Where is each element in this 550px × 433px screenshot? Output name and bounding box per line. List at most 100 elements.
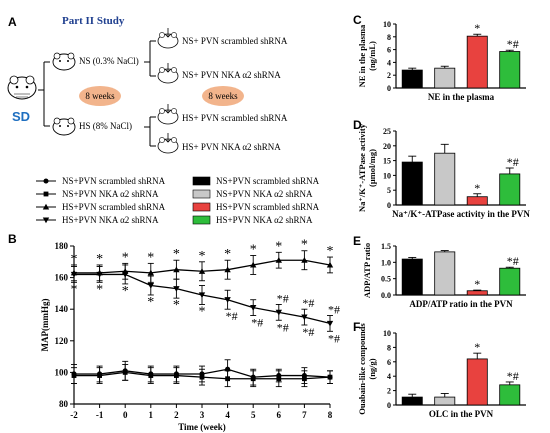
bar (401, 161, 423, 206)
sub-group-label: NS+ PVN NKA α2 shRNA (182, 70, 281, 80)
x-tick-label: -2 (70, 410, 78, 420)
legend-bar-item: HS+PVN scrambled shRNA (192, 202, 320, 212)
panel-d: D 0 5 10 15 20 25 * *# Na⁺/K⁺-ATPase activity in… (353, 118, 530, 219)
panel-c-label: C (353, 13, 362, 27)
ns-split-bracket (144, 40, 156, 77)
data-point (326, 261, 334, 268)
panel-d-label: D (353, 118, 362, 132)
bar (401, 258, 423, 296)
data-point (250, 305, 257, 311)
x-tick-label: 6 (277, 410, 282, 420)
x-tick-label: 3 (200, 410, 205, 420)
data-point (301, 257, 308, 263)
panel-f: F 0 2 4 6 8 10 * *# OLC in the PVN Ouabain-like c… (353, 320, 526, 419)
bar-group: *# (499, 37, 521, 89)
map-line-chart: 80 100 120 140 160 180 -2 -1 0 1 2 3 4 5 6 7 8 Time (week… (40, 238, 340, 432)
data-point (275, 257, 282, 263)
hs-rat-icon (52, 117, 76, 136)
panel-a-label: A (8, 15, 17, 29)
bar (466, 358, 488, 406)
bar-group: *# (499, 254, 521, 296)
significance-star: * (224, 247, 231, 262)
legend-label: NS+PVN NKA α2 shRNA (216, 189, 313, 199)
panel-b: B 80 100 120 140 160 180 -2 -1 0 1 2 3 4 5 6 7 8 Time (we… (8, 232, 340, 432)
bar-legend: NS+PVN scrambled shRNA NS+PVN NKA α2 shRN… (192, 176, 320, 225)
data-point (122, 370, 128, 375)
chart-title: OLC in the PVN (429, 409, 494, 419)
bar (466, 35, 488, 89)
legend-line-item: NS+PVN NKA α2 shRNA (36, 189, 159, 199)
y-tick-label: 4 (387, 372, 391, 381)
bar (499, 173, 521, 206)
significance-star: * (147, 250, 154, 265)
y-tick-label: 120 (55, 336, 69, 346)
y-tick-label: 80 (59, 399, 69, 409)
y-axis-title: Ouabain-like compounds (357, 323, 367, 415)
data-point (302, 376, 307, 382)
bar (434, 251, 456, 296)
panel-c: C 0 2 4 6 8 10 * *# NE in the plasma NE in the pl… (353, 13, 526, 102)
triangle-down-marker-icon (42, 217, 50, 224)
weeks-label-2: 8 weeks (208, 91, 238, 101)
data-point (198, 292, 206, 299)
x-tick-label: -1 (96, 410, 104, 420)
significance-star: * (71, 252, 78, 267)
bar (434, 67, 456, 89)
data-point (147, 282, 154, 289)
data-point (173, 286, 180, 292)
rat-ear (159, 32, 165, 38)
legend-bar-item: NS+PVN NKA α2 shRNA (192, 189, 313, 199)
injection-arrow-icon (164, 133, 172, 143)
panel-e-label: E (353, 234, 361, 248)
small-rat-icon (157, 104, 179, 125)
data-point (97, 373, 102, 378)
significance-star-hash: *# (302, 325, 314, 339)
significance-star: * (122, 284, 129, 299)
legend-line-item: NS+PVN scrambled shRNA (36, 176, 166, 186)
y-tick-label: 0 (387, 84, 391, 93)
sub-group-label: HS+ PVN NKA α2 shRNA (182, 142, 281, 152)
x-tick-label: 2 (174, 410, 179, 420)
significance-mark: *# (507, 155, 519, 169)
significance-star: * (173, 298, 180, 313)
y-axis-title: NE in the plasma (357, 24, 367, 87)
legend-color-swatch (192, 176, 211, 186)
y-tick-label: 0 (387, 401, 391, 410)
sub-group-label: NS+ PVN scrambled shRNA (182, 36, 288, 46)
nka-activity-bar-chart: 0 5 10 15 20 25 * *# Na⁺/K⁺-ATPase activity in t… (357, 123, 530, 219)
bar (401, 396, 423, 406)
legend-color-swatch (192, 215, 211, 225)
ns-group-label: NS (0.3% NaCl) (79, 56, 139, 66)
circle-marker-icon (43, 178, 49, 184)
bar (466, 290, 488, 296)
injection-arrow-icon (164, 63, 172, 73)
small-rat-icon (157, 63, 179, 84)
sub-rat-icons (157, 28, 179, 154)
legend-label: HS+PVN scrambled shRNA (62, 202, 166, 212)
data-point (276, 376, 282, 382)
bar-group (434, 250, 456, 296)
significance-star: * (122, 250, 129, 265)
data-point (224, 266, 231, 273)
rat-ear (171, 67, 177, 73)
significance-mark: * (474, 181, 480, 195)
data-point (71, 373, 77, 378)
series (71, 364, 333, 388)
x-tick-label: 8 (328, 410, 333, 420)
significance-star: * (147, 295, 154, 310)
bar (434, 396, 456, 406)
study-title: Part II Study (62, 15, 125, 27)
series (70, 264, 334, 332)
significance-star-hash: *# (226, 309, 238, 323)
data-point (275, 309, 282, 316)
bar-group: *# (499, 155, 521, 206)
significance-star-hash: *# (277, 320, 289, 334)
panel-b-label: B (8, 232, 17, 246)
significance-star: * (250, 242, 257, 257)
legend-color-swatch (192, 202, 211, 212)
significance-mark: * (474, 21, 480, 35)
data-point (225, 376, 230, 382)
y-axis-title: (ng/g) (367, 358, 377, 379)
y-tick-label: 25 (383, 127, 391, 136)
